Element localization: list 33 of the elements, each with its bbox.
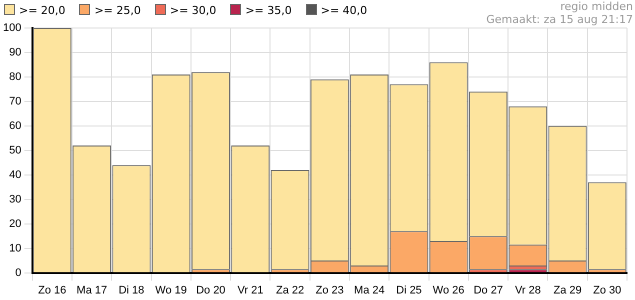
legend-label: >= 30,0 (170, 4, 216, 17)
x-tick-label: Ma 24 (354, 284, 385, 296)
x-tick-label: Zo 23 (316, 284, 344, 296)
y-tick-label: 80 (9, 70, 22, 83)
x-tick-label: Wo 26 (432, 284, 464, 296)
legend-label: >= 35,0 (245, 4, 292, 17)
x-tick-label: Wo 19 (155, 284, 187, 296)
y-tick-label: 40 (9, 168, 22, 181)
legend-label: >= 25,0 (94, 4, 141, 17)
x-tick-label: Do 20 (196, 284, 226, 296)
x-tick-label: Vr 28 (514, 284, 541, 296)
x-tick-label: Di 18 (118, 284, 144, 296)
text: Gemaakt: za 15 aug 21:17 (486, 13, 633, 26)
y-tick-label: 20 (9, 218, 22, 230)
x-tick-label: Zo 30 (593, 284, 622, 296)
x-tick-label: Di 25 (396, 284, 422, 296)
y-tick-label: 50 (9, 144, 22, 156)
y-tick-label: 30 (9, 193, 22, 206)
x-tick-label: Za 22 (276, 284, 304, 296)
x-tick-label: Za 29 (553, 284, 582, 296)
y-tick-label: 70 (9, 95, 22, 108)
x-tick-label: Zo 16 (38, 284, 66, 296)
legend-label: >= 40,0 (320, 4, 368, 17)
y-tick-label: 60 (9, 120, 22, 132)
series-label: >= 20,0 (19, 4, 66, 17)
y-tick-label: 90 (9, 46, 22, 59)
x-tick-label: Do 27 (474, 284, 503, 296)
x-tick-label: Ma 17 (76, 284, 108, 296)
y-tick-label: 0 (15, 266, 22, 279)
y-tick-label: 100 (2, 22, 22, 34)
x-tick-label: Vr 21 (237, 284, 264, 296)
text: regio midden (559, 0, 633, 13)
y-tick-label: 10 (9, 242, 22, 254)
